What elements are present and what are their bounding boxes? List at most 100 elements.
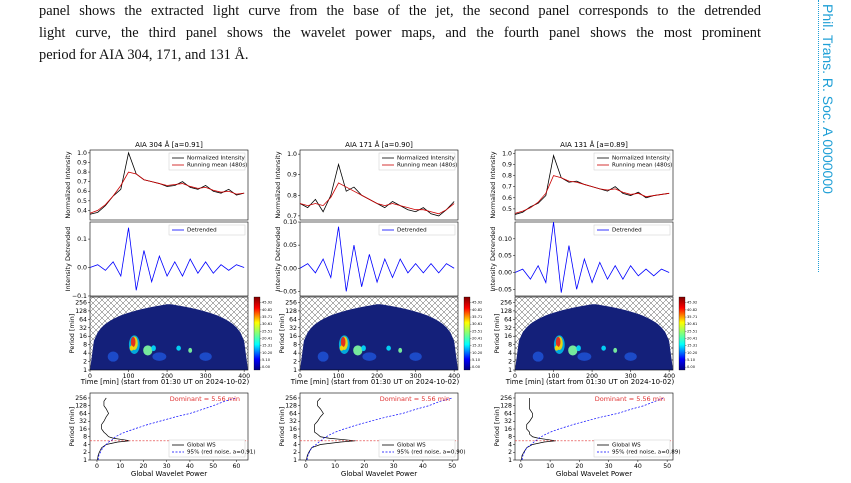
- x-tick-label: 30: [605, 463, 613, 470]
- y-tick-label: 0.05: [498, 253, 512, 260]
- y-tick-label: 128: [500, 403, 512, 410]
- axes-frame: [514, 392, 674, 461]
- legend-box: [168, 224, 246, 236]
- y-tick-label: 0.10: [283, 219, 297, 226]
- axes-frame: [514, 221, 674, 297]
- x-tick-label: 0: [304, 463, 308, 470]
- power-contour: [409, 352, 422, 361]
- power-contour: [339, 345, 344, 351]
- axes-frame: [89, 392, 249, 461]
- power-contour: [576, 345, 581, 352]
- y-tick-label: 0.6: [77, 188, 87, 195]
- y-tick-label: 8: [83, 434, 87, 441]
- figure-caption: panel shows the extracted light curve fr…: [39, 0, 761, 66]
- y-tick-label: 4: [293, 350, 297, 357]
- legend-label: Global WS: [187, 443, 216, 449]
- colorbar-tick-label: 30.61: [472, 322, 482, 326]
- legend-label: Detrended: [187, 228, 217, 234]
- y-tick-label: 16: [289, 426, 297, 433]
- dominant-annotation: Dominant = 5.56 min: [170, 395, 240, 403]
- x-tick-label: 100: [548, 373, 560, 380]
- y-axis-label: Normalized Intensity: [489, 151, 497, 218]
- y-tick-label: −0.05: [493, 286, 512, 293]
- legend-box: [378, 439, 456, 458]
- y-axis-label: Normalized Intensity: [274, 151, 282, 218]
- y-tick-label: 0.1: [77, 236, 87, 243]
- y-tick-label: 8: [83, 342, 87, 349]
- y-tick-label: 32: [289, 325, 297, 332]
- y-tick-label: 0.4: [77, 207, 87, 214]
- line-series: [89, 151, 245, 215]
- y-tick-label: 128: [75, 308, 87, 315]
- colorbar-tick-label: 0.00: [472, 365, 481, 369]
- power-contour: [340, 336, 346, 348]
- legend-label: Running mean (480s): [397, 163, 457, 169]
- y-tick-label: 0.00: [498, 269, 512, 276]
- x-axis-label: Global Wavelet Power: [556, 470, 632, 478]
- panel-title: AIA 304 Å [a=0.91]: [135, 140, 203, 149]
- spectrum-line: [521, 397, 665, 461]
- y-tick-label: 64: [504, 316, 512, 323]
- legend-box: [593, 152, 671, 171]
- y-tick-label: 64: [289, 410, 297, 417]
- x-tick-label: 30: [163, 463, 171, 470]
- axes-frame: [514, 149, 674, 221]
- y-axis-label: Intensity Detrended: [274, 227, 282, 292]
- y-axis-label: Period [min]: [493, 407, 501, 447]
- y-tick-label: 0.9: [287, 172, 297, 179]
- y-tick-label: 0.10: [498, 236, 512, 243]
- legend-label: 95% (red noise, a=0.90): [397, 450, 466, 456]
- y-tick-label: 128: [500, 308, 512, 315]
- colorbar-tick-label: 10.20: [262, 351, 273, 355]
- power-contour: [568, 345, 578, 356]
- colorbar-tick-label: 5.10: [472, 358, 481, 362]
- power-contour: [176, 345, 181, 351]
- power-contour: [554, 345, 559, 351]
- y-tick-label: 16: [289, 333, 297, 340]
- x-tick-label: 0: [513, 373, 517, 380]
- x-tick-label: 40: [419, 463, 427, 470]
- y-tick-label: 0.0: [77, 265, 87, 272]
- panel-title: AIA 171 Å [a=0.90]: [345, 140, 413, 149]
- y-axis-label: Intensity Detrended: [489, 227, 497, 292]
- power-contour: [386, 345, 391, 351]
- panel-title: AIA 131 Å [a=0.89]: [560, 140, 628, 149]
- colorbar-tick-label: 25.51: [472, 329, 482, 333]
- y-tick-label: 1: [293, 457, 297, 464]
- power-contour: [129, 345, 134, 351]
- y-tick-label: 0.9: [502, 161, 512, 168]
- axes-frame: [299, 221, 459, 297]
- dominant-annotation: Dominant = 5.56 min: [380, 395, 450, 403]
- axes-frame: [89, 149, 249, 221]
- legend-box: [168, 152, 246, 171]
- x-axis-label: Time [min] (start from 01:30 UT on 2024-…: [290, 378, 460, 386]
- y-tick-label: 32: [79, 325, 87, 332]
- colorbar: [463, 296, 471, 371]
- y-tick-label: 2: [293, 359, 297, 366]
- y-tick-label: 256: [285, 395, 297, 402]
- power-contour: [188, 347, 193, 353]
- power-contour: [555, 336, 561, 348]
- y-tick-label: 128: [285, 403, 297, 410]
- colorbar-tick-label: 15.31: [262, 344, 272, 348]
- legend-label: Detrended: [397, 228, 427, 234]
- x-tick-label: 20: [140, 463, 148, 470]
- colorbar-tick-label: 20.41: [262, 337, 272, 341]
- x-tick-label: 40: [186, 463, 194, 470]
- power-contour: [601, 345, 606, 351]
- y-tick-label: 0.7: [77, 179, 87, 186]
- y-tick-label: 256: [75, 395, 87, 402]
- colorbar-tick-label: 45.92: [472, 301, 482, 305]
- y-tick-label: 8: [508, 342, 512, 349]
- x-tick-label: 10: [116, 463, 124, 470]
- colorbar-tick-label: 40.82: [472, 308, 482, 312]
- y-tick-label: 128: [285, 308, 297, 315]
- power-contour: [613, 347, 618, 353]
- margin-rule: [818, 0, 819, 272]
- axes-frame: [89, 296, 249, 371]
- x-tick-label: 60: [232, 463, 240, 470]
- power-contour: [107, 351, 119, 362]
- power-contour: [143, 345, 153, 356]
- y-tick-label: 256: [500, 395, 512, 402]
